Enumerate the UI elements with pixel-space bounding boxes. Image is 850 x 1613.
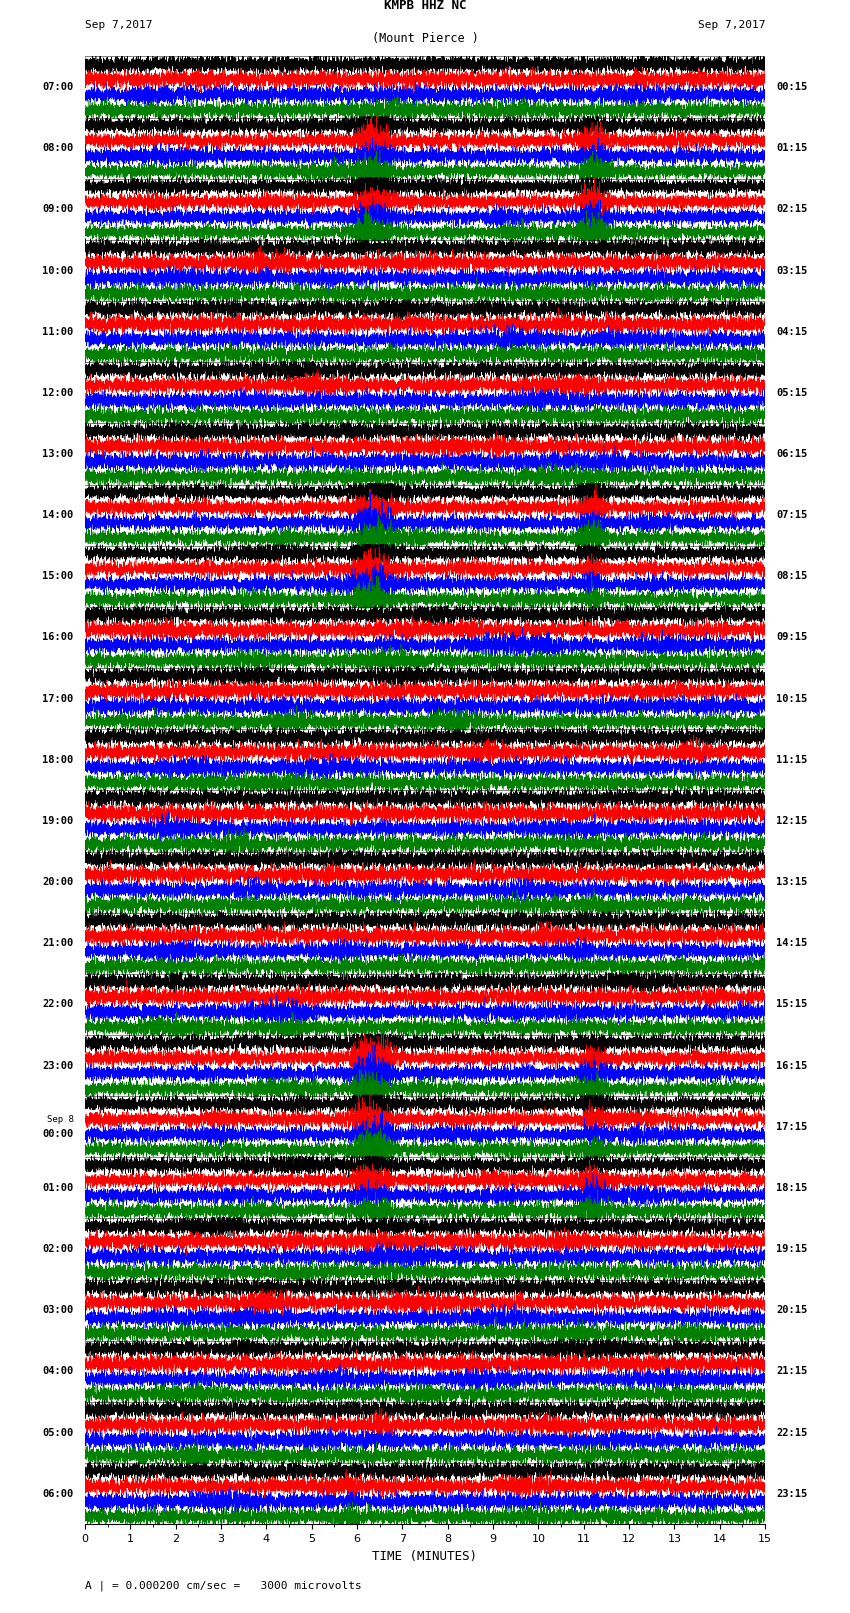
Text: 03:00: 03:00: [42, 1305, 74, 1315]
Text: 16:15: 16:15: [776, 1061, 808, 1071]
Text: 11:15: 11:15: [776, 755, 808, 765]
Text: KMPB HHZ NC: KMPB HHZ NC: [383, 0, 467, 13]
Text: 01:15: 01:15: [776, 144, 808, 153]
Text: 13:15: 13:15: [776, 877, 808, 887]
Text: 16:00: 16:00: [42, 632, 74, 642]
Text: 09:00: 09:00: [42, 205, 74, 215]
Text: A | = 0.000200 cm/sec =   3000 microvolts: A | = 0.000200 cm/sec = 3000 microvolts: [85, 1581, 362, 1590]
Text: 19:15: 19:15: [776, 1244, 808, 1253]
Text: 17:00: 17:00: [42, 694, 74, 703]
Text: 21:00: 21:00: [42, 939, 74, 948]
Text: 04:15: 04:15: [776, 327, 808, 337]
Text: 05:00: 05:00: [42, 1428, 74, 1437]
Text: (Mount Pierce ): (Mount Pierce ): [371, 32, 479, 45]
Text: Sep 7,2017: Sep 7,2017: [698, 19, 765, 31]
Text: 14:15: 14:15: [776, 939, 808, 948]
Text: 15:15: 15:15: [776, 1000, 808, 1010]
Text: 07:15: 07:15: [776, 510, 808, 519]
Text: 12:00: 12:00: [42, 387, 74, 398]
Text: Sep 7,2017: Sep 7,2017: [85, 19, 152, 31]
Text: 20:15: 20:15: [776, 1305, 808, 1315]
Text: 13:00: 13:00: [42, 448, 74, 460]
Text: 18:15: 18:15: [776, 1182, 808, 1194]
Text: 10:00: 10:00: [42, 266, 74, 276]
Text: 08:00: 08:00: [42, 144, 74, 153]
Text: 00:00: 00:00: [42, 1129, 74, 1139]
Text: 04:00: 04:00: [42, 1366, 74, 1376]
Text: 21:15: 21:15: [776, 1366, 808, 1376]
Text: 11:00: 11:00: [42, 327, 74, 337]
Text: 00:15: 00:15: [776, 82, 808, 92]
Text: 22:15: 22:15: [776, 1428, 808, 1437]
Text: 23:15: 23:15: [776, 1489, 808, 1498]
Text: 15:00: 15:00: [42, 571, 74, 581]
Text: 12:15: 12:15: [776, 816, 808, 826]
Text: 06:15: 06:15: [776, 448, 808, 460]
Text: 23:00: 23:00: [42, 1061, 74, 1071]
Text: 07:00: 07:00: [42, 82, 74, 92]
X-axis label: TIME (MINUTES): TIME (MINUTES): [372, 1550, 478, 1563]
Text: 03:15: 03:15: [776, 266, 808, 276]
Text: 06:00: 06:00: [42, 1489, 74, 1498]
Text: 20:00: 20:00: [42, 877, 74, 887]
Text: Sep 8: Sep 8: [47, 1115, 74, 1124]
Text: 05:15: 05:15: [776, 387, 808, 398]
Text: 08:15: 08:15: [776, 571, 808, 581]
Text: 02:00: 02:00: [42, 1244, 74, 1253]
Text: 10:15: 10:15: [776, 694, 808, 703]
Text: 14:00: 14:00: [42, 510, 74, 519]
Text: 19:00: 19:00: [42, 816, 74, 826]
Text: 17:15: 17:15: [776, 1121, 808, 1132]
Text: 02:15: 02:15: [776, 205, 808, 215]
Text: 01:00: 01:00: [42, 1182, 74, 1194]
Text: 09:15: 09:15: [776, 632, 808, 642]
Text: | = 0.000200 cm/sec: | = 0.000200 cm/sec: [361, 61, 489, 71]
Text: 22:00: 22:00: [42, 1000, 74, 1010]
Text: 18:00: 18:00: [42, 755, 74, 765]
